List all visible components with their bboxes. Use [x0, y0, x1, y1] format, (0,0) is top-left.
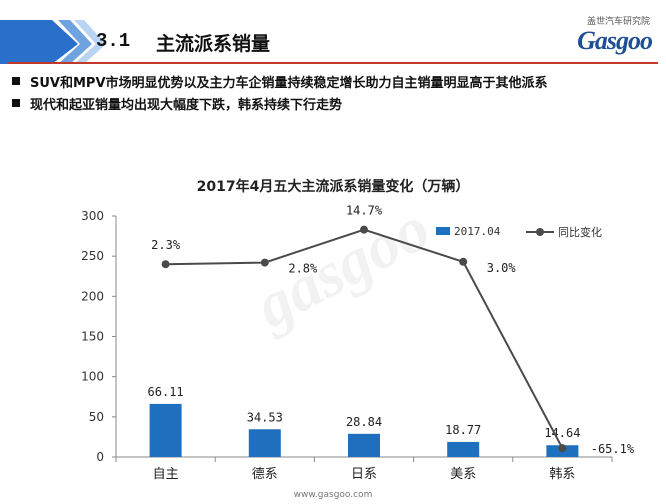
section-title: 主流派系销量	[156, 33, 271, 55]
brand-logo: 盖世汽车研究院 Gasgoo	[540, 14, 660, 62]
bar-value-label: 34.53	[247, 410, 283, 424]
brand-cn-name: 盖世汽车研究院	[586, 17, 650, 27]
line-value-label: 3.0%	[487, 261, 517, 275]
bar-value-label: 18.77	[445, 423, 481, 437]
bar-value-label: 66.11	[148, 385, 184, 399]
bullet-text: 现代和起亚销量均出现大幅度下跌，韩系持续下行走势	[30, 97, 343, 113]
bullet-item: SUV和MPV市场明显优势以及主力车企销量持续稳定增长助力自主销量明显高于其他派…	[10, 70, 548, 92]
line-value-label: 2.8%	[288, 262, 318, 276]
line-point	[161, 260, 170, 269]
line-value-label: -65.1%	[591, 442, 635, 456]
bullet-square-icon	[12, 77, 20, 85]
bar-value-label: 28.84	[346, 415, 382, 429]
y-tick-label: 200	[81, 289, 104, 303]
bullet-square-icon	[12, 99, 20, 107]
legend-bar-swatch	[436, 227, 450, 235]
line-point	[360, 225, 368, 234]
bar	[447, 441, 480, 457]
legend-line-marker	[536, 228, 544, 236]
line-point	[459, 257, 468, 266]
bullet-item: 现代和起亚销量均出现大幅度下跌，韩系持续下行走势	[10, 92, 548, 114]
gasgoo-logo: Gasgoo	[577, 26, 653, 55]
line-value-label: 14.7%	[346, 204, 383, 218]
y-tick-label: 0	[96, 450, 104, 464]
bar-value-label: 14.64	[544, 426, 580, 440]
footer-url: www.gasgoo.com	[293, 490, 373, 500]
y-tick-label: 250	[81, 249, 104, 263]
chart-title: 2017年4月五大主流派系销量变化（万辆）	[196, 179, 470, 195]
x-tick-label: 美系	[450, 467, 476, 482]
header-accent-shape	[0, 20, 78, 64]
bar	[149, 403, 182, 457]
x-tick-label: 日系	[351, 467, 377, 482]
header-divider	[8, 62, 658, 64]
legend-label: 同比变化	[558, 225, 602, 239]
y-tick-label: 100	[81, 370, 104, 384]
y-tick-label: 50	[89, 410, 104, 424]
section-number: 3.1	[96, 30, 131, 52]
bar	[248, 429, 281, 457]
bullet-list: SUV和MPV市场明显优势以及主力车企销量持续稳定增长助力自主销量明显高于其他派…	[10, 70, 548, 114]
y-tick-label: 300	[81, 209, 104, 223]
line-point	[260, 258, 269, 267]
header-chevron-2	[74, 20, 106, 64]
slide-header: 3.1 主流派系销量 盖世汽车研究院 Gasgoo	[0, 0, 666, 64]
bar	[348, 433, 380, 457]
x-tick-label: 韩系	[549, 467, 575, 482]
bullet-text: SUV和MPV市场明显优势以及主力车企销量持续稳定增长助力自主销量明显高于其他派…	[30, 75, 548, 91]
header-decoration	[0, 20, 106, 64]
x-tick-label: 自主	[153, 467, 179, 482]
line-point	[558, 444, 567, 453]
y-tick-label: 150	[81, 330, 104, 344]
line-value-label: 2.3%	[151, 238, 181, 252]
x-tick-label: 德系	[252, 467, 278, 482]
header-chevron-1	[58, 20, 92, 64]
legend-label: 2017.04	[454, 225, 501, 238]
